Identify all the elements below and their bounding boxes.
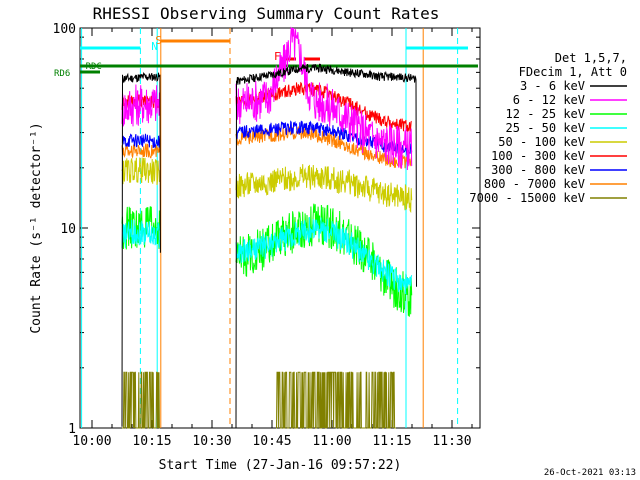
series-trace: [121, 133, 161, 149]
y-tick-label: 10: [60, 222, 76, 237]
legend-entry-label: 50 - 100 keV: [498, 135, 585, 149]
legend-entry-label: 25 - 50 keV: [506, 121, 585, 135]
legend-header-line-2: FDecim 1, Att 0: [519, 65, 627, 79]
series-trace: [121, 71, 161, 427]
y-tick-label: 100: [53, 22, 76, 37]
annotation-label: RD6: [54, 69, 70, 79]
x-tick-label: 10:45: [252, 434, 291, 449]
x-axis-label: Start Time (27-Jan-16 09:57:22): [159, 458, 402, 473]
annotation-label: F: [274, 50, 281, 63]
legend-entry-label: 100 - 300 keV: [491, 149, 585, 163]
axis-ticks: 10:00 10:15 10:30 10:45 11:00 11:15 11:30 1 10 10…: [53, 22, 480, 449]
x-tick-label: 10:15: [132, 434, 171, 449]
annotation-label: N: [151, 40, 158, 53]
y-axis-label: Count Rate (s⁻¹ detector⁻¹): [29, 122, 44, 333]
legend-header-line-1: Det 1,5,7,: [555, 51, 627, 65]
legend-entry-label: 6 - 12 keV: [513, 93, 585, 107]
series-trace: [235, 216, 413, 295]
series-trace: [235, 63, 417, 429]
footer-date: 26-Oct-2021 03:13: [544, 468, 636, 478]
series-trace: [121, 84, 161, 127]
series-trace: [121, 219, 161, 249]
series-trace: [276, 371, 396, 429]
annotation-label: RDC: [86, 62, 102, 72]
y-tick-label: 1: [68, 422, 76, 437]
legend-entry-label: 12 - 25 keV: [506, 107, 585, 121]
series-trace: [121, 157, 161, 186]
x-tick-label: 11:00: [312, 434, 351, 449]
series-trace: [121, 143, 161, 159]
x-tick-label: 11:30: [432, 434, 471, 449]
series-trace: [122, 371, 160, 429]
legend-entry-label: 7000 - 15000 keV: [469, 191, 585, 205]
series-trace: [235, 26, 413, 171]
chart-title: RHESSI Observing Summary Count Rates: [93, 4, 440, 23]
series-lines: [121, 26, 417, 429]
series-trace: [235, 164, 413, 214]
series-trace: [121, 94, 161, 110]
series-trace: [235, 203, 413, 317]
legend-entry-label: 3 - 6 keV: [520, 79, 585, 93]
annotation-label: S: [155, 34, 162, 47]
x-tick-label: 10:30: [192, 434, 231, 449]
legend-entry-label: 300 - 800 keV: [491, 163, 585, 177]
legend-entry-label: 800 - 7000 keV: [484, 177, 585, 191]
x-tick-label: 10:00: [72, 434, 111, 449]
x-tick-label: 11:15: [372, 434, 411, 449]
